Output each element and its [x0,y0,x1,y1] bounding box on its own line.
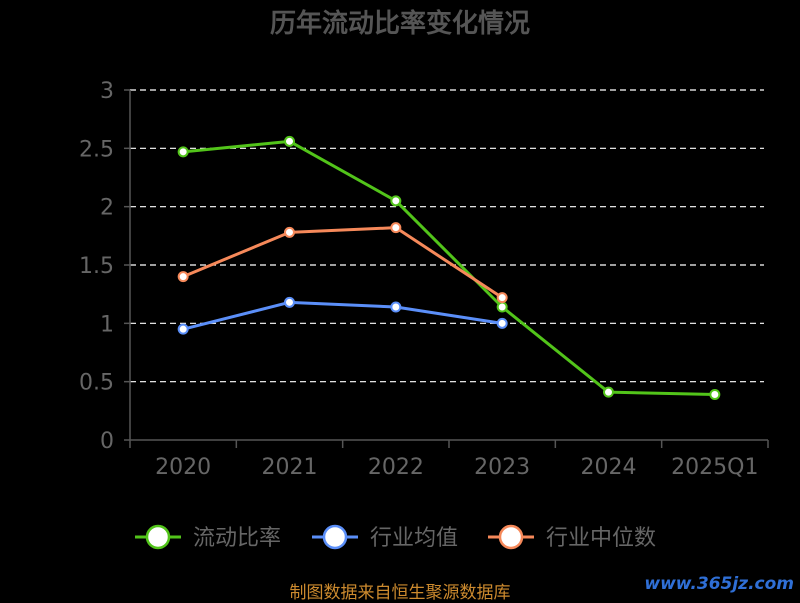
chart-title: 历年流动比率变化情况 [270,8,530,39]
grid-lines [130,89,764,383]
x-tick-label: 2021 [262,455,318,480]
legend-marker [145,524,171,550]
data-point [284,226,295,238]
data-point [284,296,295,308]
legend-label: 行业均值 [370,526,458,551]
data-point [390,195,402,207]
source-note: 制图数据来自恒生聚源数据库 [289,583,511,603]
data-point [709,389,721,400]
series-line-1 [182,300,503,331]
series-line-0 [183,139,715,396]
legend-marker [322,524,348,550]
data-point [177,323,189,335]
series-line-2 [182,226,503,299]
x-tick-label: 2024 [581,455,637,480]
data-point [496,292,508,304]
axes: 0 0.5 1 1.5 2 2.5 3 2020 2021 2022 2023 2024 2025Q1 [79,79,769,480]
x-tick-label: 2023 [474,455,530,480]
data-point [177,271,189,283]
data-point [496,301,508,313]
y-tick-label: 1.5 [79,254,114,279]
y-tick-label: 0 [100,429,114,454]
data-point [390,222,402,234]
data-point [284,135,295,147]
legend-label: 流动比率 [193,526,281,551]
data-point [390,301,402,313]
data-point [603,386,614,398]
legend-label: 行业中位数 [546,526,656,551]
watermark: www.365jz.com [644,574,794,594]
legend: 流动比率 行业均值 行业中位数 [135,524,656,551]
x-tick-label: 2025Q1 [671,455,758,480]
y-tick-label: 2 [100,196,114,221]
data-point [496,317,508,329]
y-tick-label: 3 [100,79,114,104]
legend-marker [498,524,524,550]
data-point [177,146,189,158]
y-tick-label: 1 [100,312,114,337]
y-tick-label: 0.5 [79,371,114,396]
series-layer [177,135,721,400]
x-tick-label: 2022 [368,455,424,480]
y-tick-label: 2.5 [79,137,114,162]
x-tick-label: 2020 [155,455,211,480]
